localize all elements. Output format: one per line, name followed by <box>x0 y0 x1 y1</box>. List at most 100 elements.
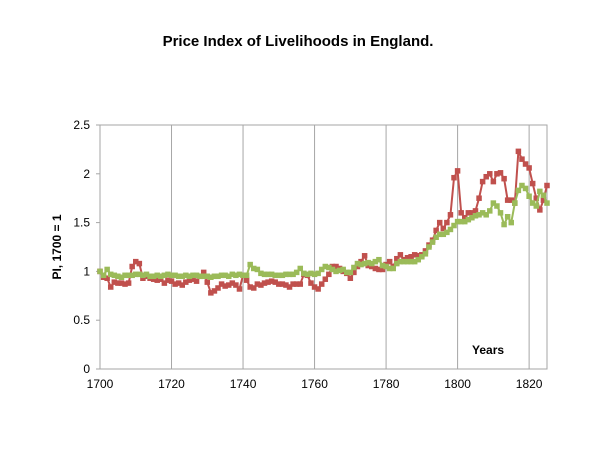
data-point <box>179 282 185 288</box>
data-point <box>433 227 439 234</box>
data-point <box>347 269 354 276</box>
data-point <box>172 272 178 279</box>
data-point <box>447 212 454 218</box>
data-point <box>304 271 311 278</box>
data-point <box>258 270 264 277</box>
data-point <box>272 279 278 285</box>
data-point <box>254 281 261 287</box>
data-point <box>336 267 343 274</box>
data-point <box>150 276 157 282</box>
data-point <box>111 279 118 285</box>
data-point <box>315 286 321 292</box>
data-point <box>333 263 339 270</box>
data-point <box>483 173 489 180</box>
data-point <box>512 200 518 206</box>
data-point <box>436 219 443 226</box>
data-point <box>136 271 143 278</box>
data-point <box>515 148 522 155</box>
chart-title: Price Index of Livelihoods in England. <box>163 33 434 50</box>
data-point <box>508 197 514 203</box>
data-point <box>154 272 160 279</box>
data-point <box>454 218 461 225</box>
data-point <box>494 171 500 177</box>
y-tick-label: 1 <box>83 264 90 278</box>
data-point <box>279 272 286 279</box>
data-point <box>501 175 507 182</box>
data-point <box>286 284 293 290</box>
data-point <box>415 256 422 263</box>
data-point <box>540 197 547 203</box>
data-point <box>379 262 386 269</box>
data-point <box>104 266 110 273</box>
data-point <box>276 281 282 287</box>
data-point <box>322 276 329 282</box>
data-point <box>376 266 382 273</box>
data-point <box>251 265 257 272</box>
data-point <box>458 210 464 216</box>
data-point <box>200 273 207 280</box>
data-point <box>204 273 211 280</box>
data-point <box>240 272 246 279</box>
data-point <box>444 219 450 226</box>
data-point <box>537 207 543 213</box>
data-point <box>308 280 314 286</box>
data-point <box>311 271 318 278</box>
x-tick-label: 1740 <box>230 377 257 391</box>
data-point <box>193 272 200 279</box>
data-point <box>129 263 135 270</box>
data-point <box>526 165 532 171</box>
data-point <box>472 208 479 214</box>
data-point <box>329 266 336 273</box>
data-point <box>225 282 232 288</box>
data-point <box>311 284 318 290</box>
data-point <box>326 264 332 271</box>
data-point <box>504 197 511 203</box>
data-point <box>301 270 307 277</box>
series-layer <box>97 148 550 296</box>
data-point <box>351 269 357 276</box>
y-tick-label: 2 <box>83 167 90 181</box>
data-point <box>497 170 504 176</box>
data-point <box>236 271 243 278</box>
data-point <box>411 252 418 258</box>
data-point <box>158 276 164 282</box>
data-point <box>233 282 239 288</box>
data-point <box>247 261 253 268</box>
data-point <box>544 200 550 206</box>
data-point <box>515 187 522 194</box>
data-point <box>451 222 457 229</box>
data-point <box>111 272 118 279</box>
data-point <box>386 265 393 272</box>
data-point <box>186 273 193 280</box>
data-point <box>107 271 114 278</box>
data-point <box>408 254 414 260</box>
data-point <box>354 260 361 267</box>
data-point <box>490 200 497 206</box>
data-point <box>140 275 146 281</box>
data-point <box>158 273 164 280</box>
data-point <box>454 168 461 174</box>
data-point <box>379 266 386 273</box>
data-point <box>243 277 250 283</box>
data-point <box>472 213 479 219</box>
y-axis-label: PI, 1700 = 1 <box>50 214 64 279</box>
data-point <box>469 214 475 221</box>
data-point <box>544 182 550 189</box>
data-point <box>233 272 239 279</box>
data-point <box>283 271 289 278</box>
data-point <box>383 263 389 270</box>
data-point <box>537 188 543 195</box>
data-point <box>279 281 286 287</box>
data-point <box>133 271 139 278</box>
data-point <box>293 269 300 276</box>
data-point <box>397 252 404 258</box>
x-tick-label: 1700 <box>87 377 114 391</box>
data-point <box>318 281 325 287</box>
data-point <box>179 273 185 280</box>
data-point <box>436 231 443 238</box>
data-point <box>347 275 354 281</box>
data-point <box>487 208 493 214</box>
data-point <box>440 225 447 232</box>
data-point <box>268 278 275 284</box>
